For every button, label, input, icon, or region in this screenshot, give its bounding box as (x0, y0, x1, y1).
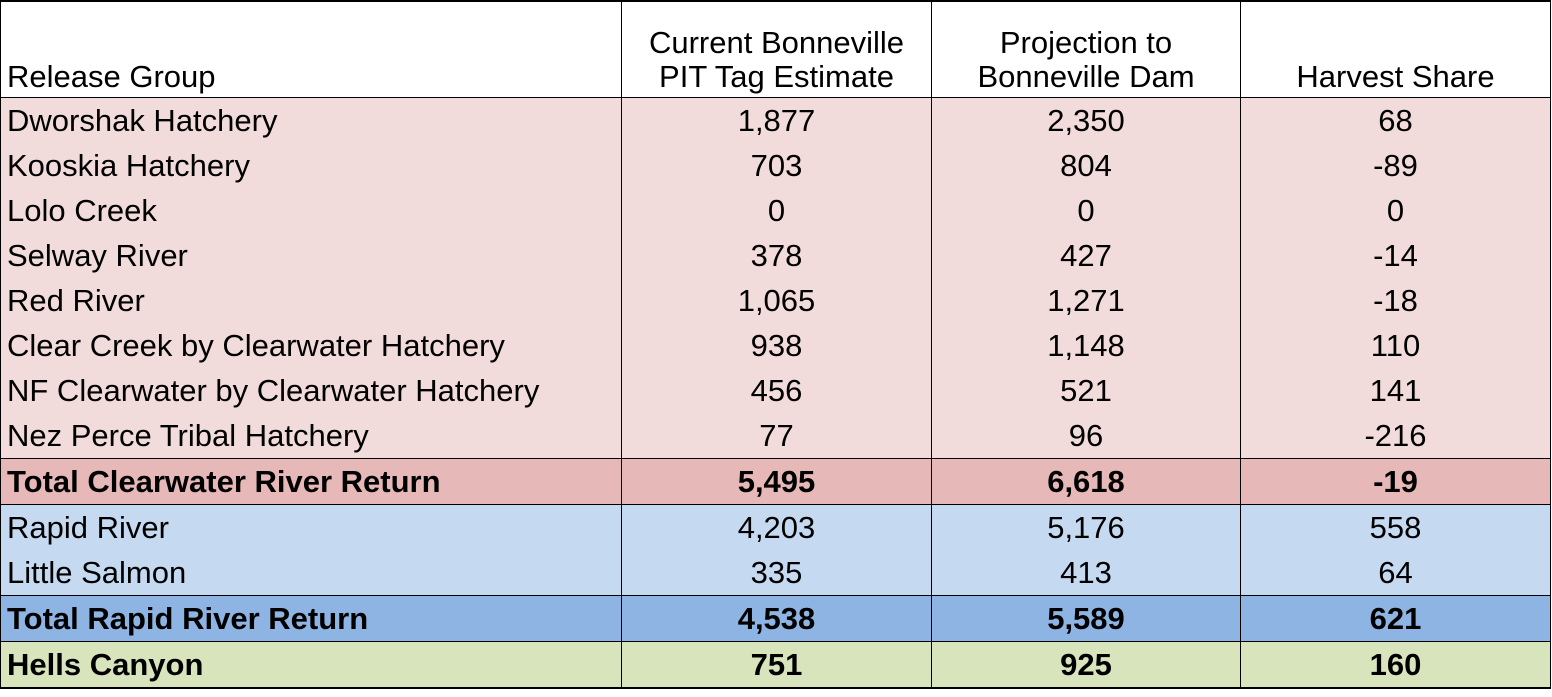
pit-cell: 456 (621, 368, 932, 413)
harvest-cell: 64 (1240, 550, 1551, 596)
pit-cell: 0 (621, 188, 932, 233)
hells-canyon-row: Hells Canyon 751 925 160 (0, 641, 1551, 689)
harvest-cell: 621 (1240, 595, 1551, 642)
projection-cell: 413 (931, 550, 1241, 596)
harvest-cell: 160 (1240, 641, 1551, 689)
group-cell: Red River (0, 278, 622, 323)
table-row: Clear Creek by Clearwater Hatchery 938 1… (0, 323, 1551, 368)
header-pit-line1: Current Bonneville (648, 25, 905, 60)
harvest-cell: 558 (1240, 504, 1551, 550)
table-row: Rapid River 4,203 5,176 558 (0, 504, 1551, 550)
harvest-cell: -19 (1240, 458, 1551, 505)
group-cell: Hells Canyon (0, 641, 622, 689)
table-row: NF Clearwater by Clearwater Hatchery 456… (0, 368, 1551, 413)
projection-cell: 521 (931, 368, 1241, 413)
pit-cell: 378 (621, 233, 932, 278)
projection-cell: 5,589 (931, 595, 1241, 642)
group-cell: Kooskia Hatchery (0, 143, 622, 188)
pit-cell: 77 (621, 413, 932, 459)
header-projection: Projection to Bonneville Dam (931, 0, 1241, 98)
pit-cell: 1,877 (621, 97, 932, 143)
harvest-cell: 110 (1240, 323, 1551, 368)
harvest-cell: -14 (1240, 233, 1551, 278)
table-row: Kooskia Hatchery 703 804 -89 (0, 143, 1551, 188)
projection-cell: 804 (931, 143, 1241, 188)
group-cell: Nez Perce Tribal Hatchery (0, 413, 622, 459)
group-cell: Selway River (0, 233, 622, 278)
pit-cell: 4,203 (621, 504, 932, 550)
pit-cell: 751 (621, 641, 932, 689)
header-projection-line1: Projection to (999, 25, 1173, 60)
projection-cell: 1,148 (931, 323, 1241, 368)
harvest-cell: -216 (1240, 413, 1551, 459)
table-row: Red River 1,065 1,271 -18 (0, 278, 1551, 323)
group-cell: Dworshak Hatchery (0, 97, 622, 143)
header-harvest-share: Harvest Share (1240, 0, 1551, 98)
projection-cell: 925 (931, 641, 1241, 689)
projection-cell: 6,618 (931, 458, 1241, 505)
projection-cell: 2,350 (931, 97, 1241, 143)
header-pit-line2: PIT Tag Estimate (659, 59, 894, 94)
projection-cell: 427 (931, 233, 1241, 278)
header-pit-tag-estimate: Current Bonneville PIT Tag Estimate (621, 0, 932, 98)
header-row: Release Group Current Bonneville PIT Tag… (0, 0, 1551, 98)
header-release-group: Release Group (0, 0, 622, 98)
group-cell: Total Rapid River Return (0, 595, 622, 642)
group-cell: Rapid River (0, 504, 622, 550)
projection-cell: 96 (931, 413, 1241, 459)
harvest-cell: -89 (1240, 143, 1551, 188)
rapid-total-row: Total Rapid River Return 4,538 5,589 621 (0, 595, 1551, 642)
harvest-cell: 0 (1240, 188, 1551, 233)
pit-cell: 4,538 (621, 595, 932, 642)
group-cell: NF Clearwater by Clearwater Hatchery (0, 368, 622, 413)
group-cell: Clear Creek by Clearwater Hatchery (0, 323, 622, 368)
table-row: Selway River 378 427 -14 (0, 233, 1551, 278)
harvest-cell: 141 (1240, 368, 1551, 413)
table-row: Dworshak Hatchery 1,877 2,350 68 (0, 97, 1551, 143)
pit-cell: 703 (621, 143, 932, 188)
harvest-cell: -18 (1240, 278, 1551, 323)
header-release-group-label: Release Group (7, 59, 216, 94)
table-row: Lolo Creek 0 0 0 (0, 188, 1551, 233)
pit-cell: 1,065 (621, 278, 932, 323)
pit-cell: 938 (621, 323, 932, 368)
projection-cell: 0 (931, 188, 1241, 233)
header-projection-line2: Bonneville Dam (977, 59, 1195, 94)
group-cell: Little Salmon (0, 550, 622, 596)
pit-cell: 335 (621, 550, 932, 596)
harvest-cell: 68 (1240, 97, 1551, 143)
pit-cell: 5,495 (621, 458, 932, 505)
table-row: Little Salmon 335 413 64 (0, 550, 1551, 596)
group-cell: Total Clearwater River Return (0, 458, 622, 505)
clearwater-total-row: Total Clearwater River Return 5,495 6,61… (0, 458, 1551, 505)
projection-cell: 5,176 (931, 504, 1241, 550)
table-row: Nez Perce Tribal Hatchery 77 96 -216 (0, 413, 1551, 459)
header-harvest-label: Harvest Share (1296, 59, 1495, 94)
group-cell: Lolo Creek (0, 188, 622, 233)
projection-cell: 1,271 (931, 278, 1241, 323)
